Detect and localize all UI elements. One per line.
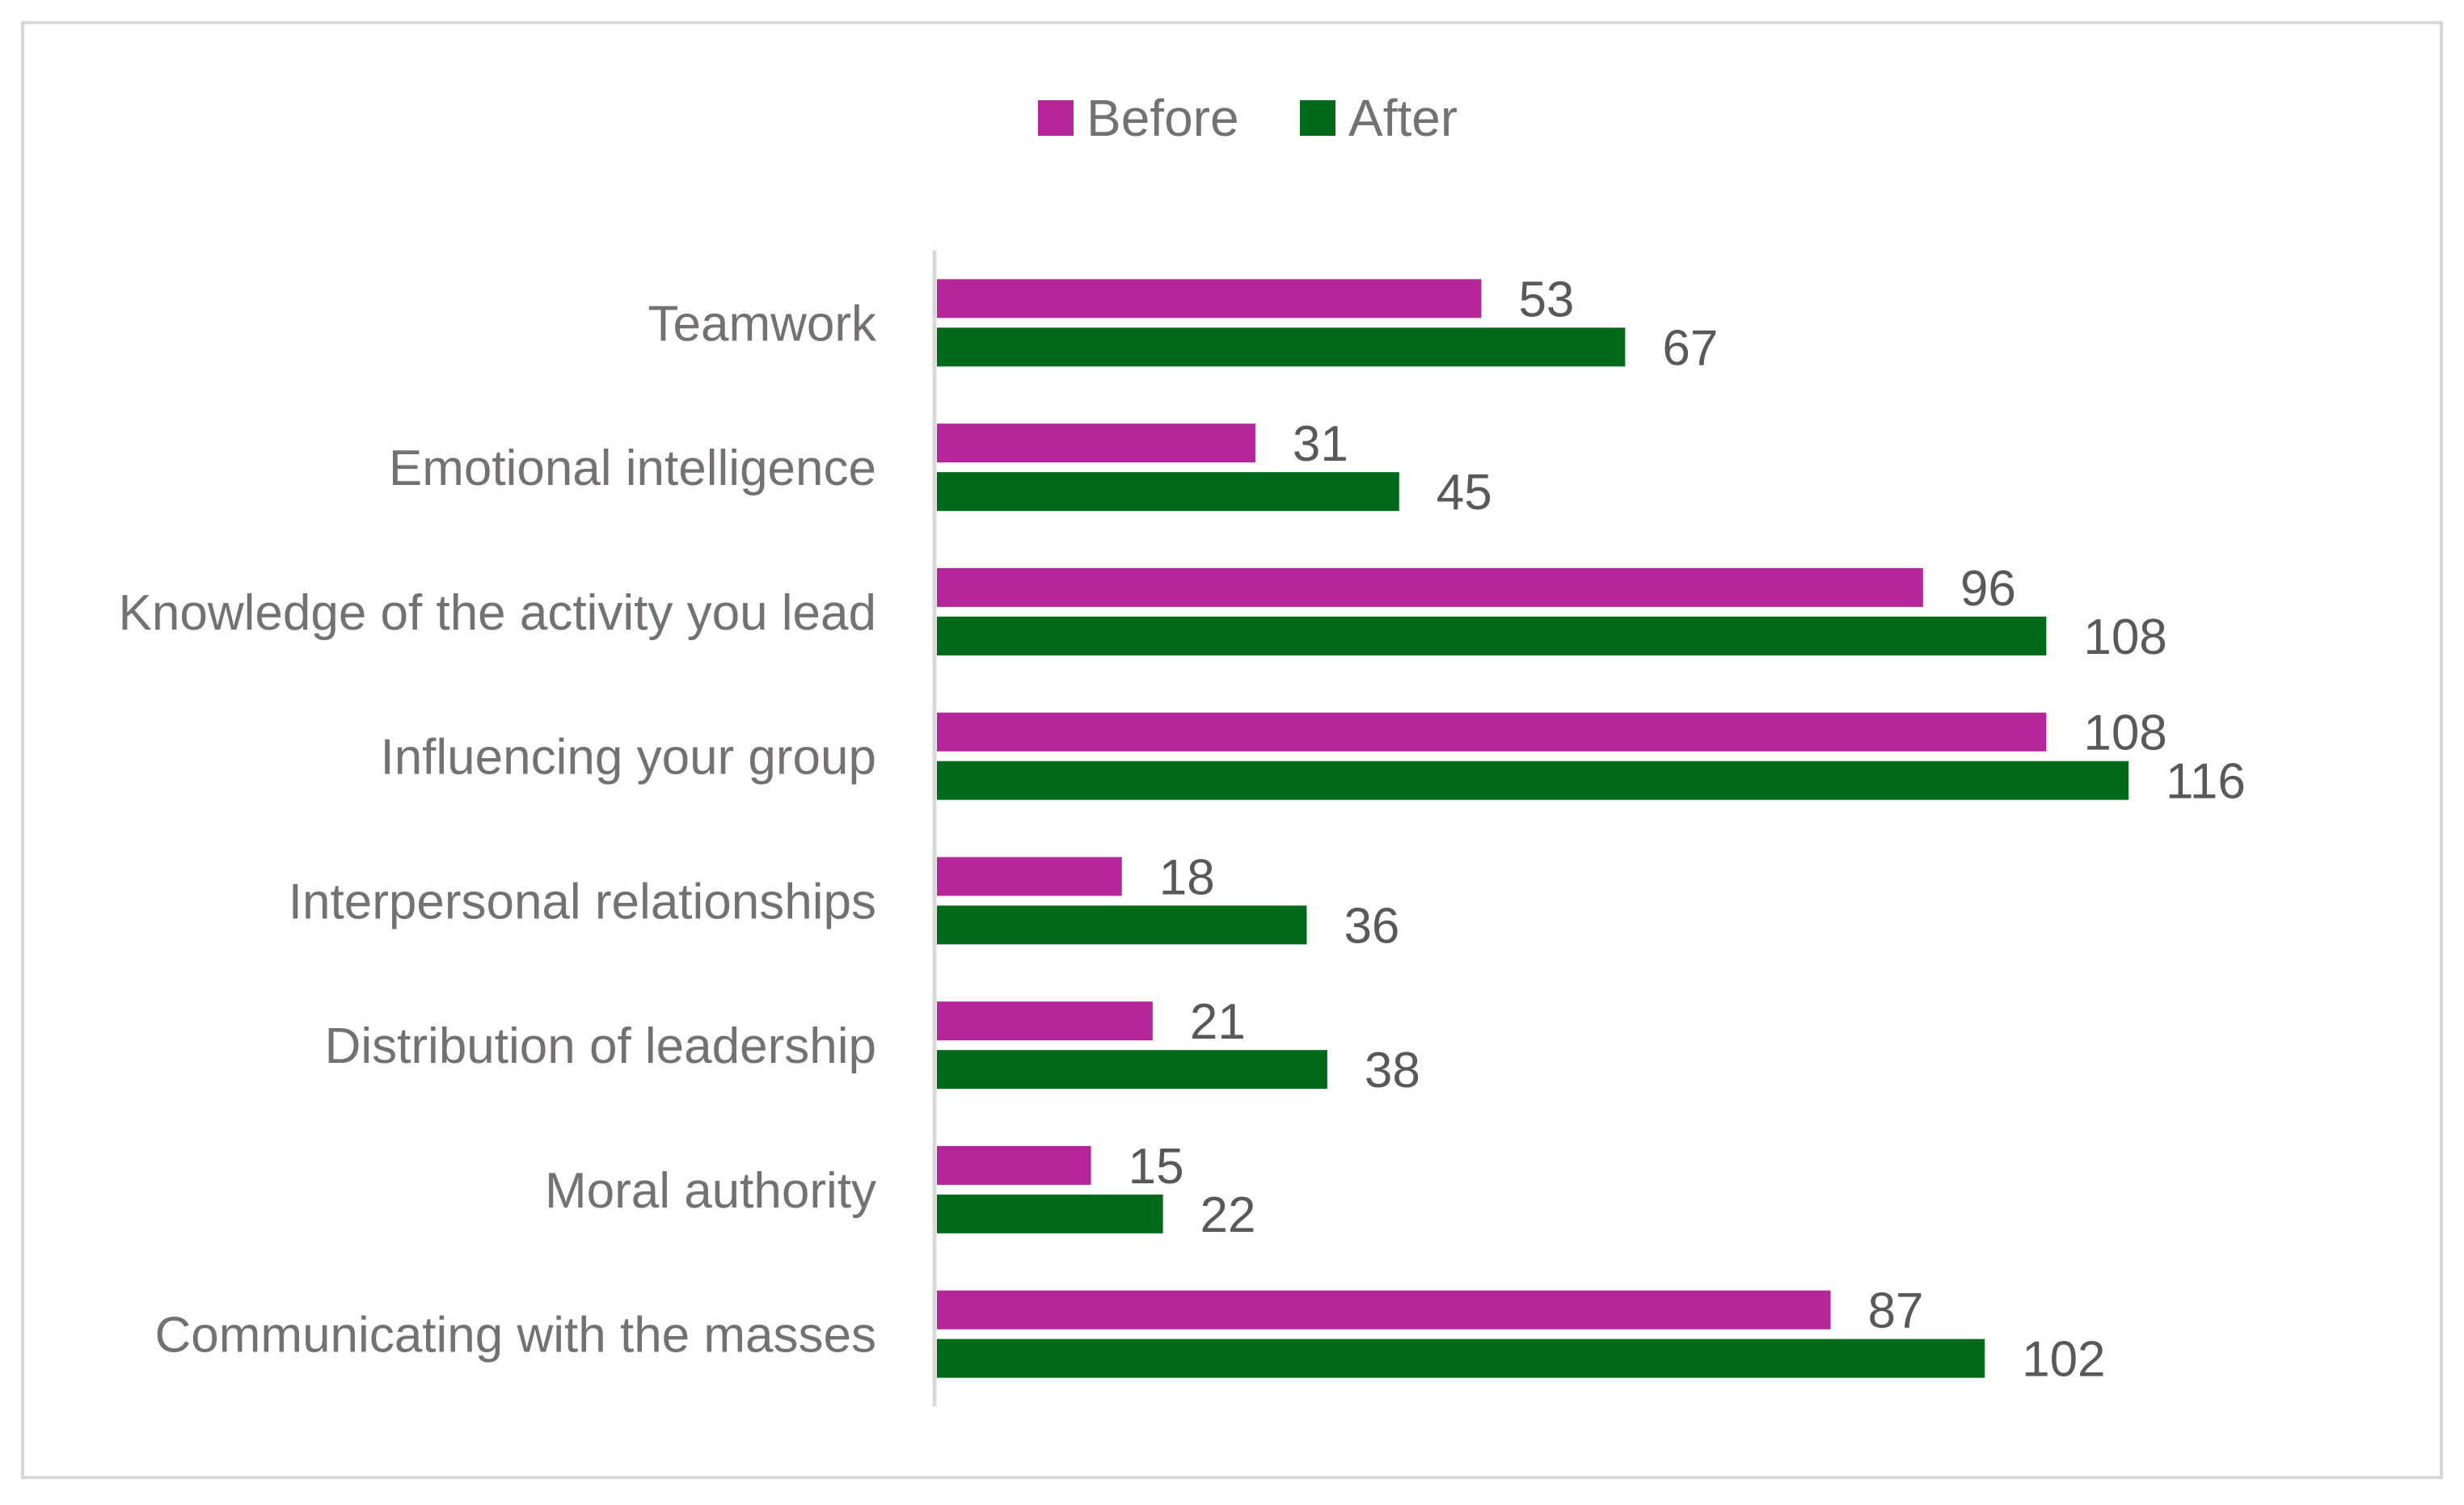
bar-after [937, 472, 1399, 512]
bar-after [937, 616, 2047, 656]
data-label-after: 22 [1200, 1187, 1256, 1243]
bar-after [937, 1050, 1327, 1090]
data-label-after: 102 [2022, 1332, 2105, 1388]
data-label-after: 116 [2166, 754, 2246, 810]
category-label: Communicating with the masses [155, 1308, 876, 1364]
bar-before [937, 1001, 1153, 1041]
category-label: Influencing your group [380, 730, 876, 786]
data-label-after: 36 [1344, 898, 1399, 954]
category-label: Distribution of leadership [325, 1018, 876, 1074]
legend-swatch-after [1300, 100, 1335, 136]
data-label-before: 18 [1159, 849, 1215, 905]
bar-before [937, 1145, 1091, 1185]
data-label-after: 38 [1365, 1043, 1420, 1098]
bar-before [937, 712, 2047, 752]
data-label-before: 96 [1960, 561, 2016, 617]
data-label-before: 87 [1868, 1284, 1924, 1339]
category-label: Teamwork [648, 296, 877, 352]
bar-after [937, 1194, 1163, 1233]
bar-before [937, 424, 1255, 463]
category-label: Emotional intelligence [389, 441, 876, 496]
data-label-after: 45 [1437, 465, 1492, 521]
data-label-before: 31 [1293, 416, 1348, 472]
data-label-after: 108 [2083, 609, 2167, 665]
bar-after [937, 761, 2129, 800]
data-label-after: 67 [1662, 320, 1718, 376]
bar-before [937, 857, 1122, 896]
data-label-before: 53 [1518, 272, 1574, 327]
category-label: Moral authority [545, 1163, 876, 1219]
data-label-before: 21 [1190, 994, 1246, 1050]
legend-label-after: After [1348, 89, 1458, 147]
bar-before [937, 279, 1482, 318]
category-label: Interpersonal relationships [289, 874, 876, 930]
legend-swatch-before [1038, 100, 1074, 136]
bar-after [937, 327, 1626, 367]
legend-label-before: Before [1086, 89, 1239, 147]
bar-after [937, 905, 1307, 945]
data-label-before: 108 [2083, 706, 2167, 761]
bar-before [937, 1290, 1831, 1330]
category-label: Knowledge of the activity you lead [119, 585, 876, 641]
bar-before [937, 567, 1923, 607]
bar-after [937, 1338, 1985, 1378]
data-label-before: 15 [1129, 1139, 1184, 1195]
